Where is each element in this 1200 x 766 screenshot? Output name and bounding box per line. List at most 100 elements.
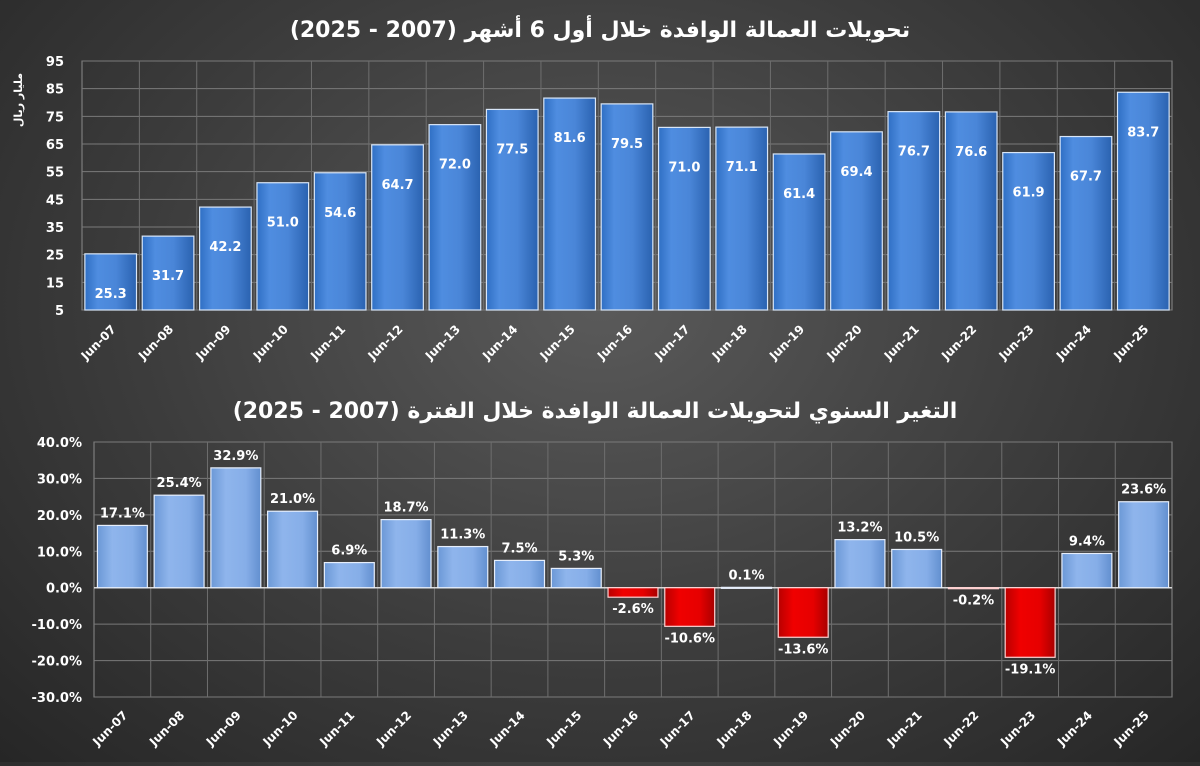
chart2-bar: [607, 587, 659, 598]
chart1-data-label: 25.3: [95, 287, 127, 302]
chart1-xtick-label: Jun-09: [192, 322, 233, 363]
chart2-xtick-label: Jun-22: [940, 708, 981, 749]
chart2-bar: [96, 524, 148, 589]
chart2-xtick-label: Jun-11: [316, 708, 357, 749]
chart1-data-label: 67.7: [1070, 170, 1102, 185]
chart2-data-label: 13.2%: [837, 521, 882, 536]
chart2-bar: [380, 518, 432, 589]
chart1-bar: [887, 111, 941, 311]
chart2-xtick-label: Jun-07: [89, 708, 130, 749]
chart1-xtick-label: Jun-20: [823, 322, 864, 363]
chart1-bar: [84, 253, 138, 311]
chart1-ytick-label: 35: [46, 221, 64, 236]
chart2-data-label: 18.7%: [383, 501, 428, 516]
chart1-bar: [313, 172, 367, 311]
chart2-bar: [1061, 552, 1113, 589]
chart2-data-label: -2.6%: [612, 602, 653, 617]
chart1-data-label: 77.5: [496, 142, 528, 157]
chart2-title: التغير السنوي لتحويلات العمالة الوافدة خ…: [233, 399, 958, 424]
chart1-xtick-label: Jun-07: [78, 322, 119, 363]
chart1-data-label: 69.4: [840, 165, 872, 180]
chart1-xtick-label: Jun-22: [938, 322, 979, 363]
chart2-xtick-label: Jun-15: [543, 708, 584, 749]
chart1-bar: [600, 103, 654, 311]
chart2-bar: [891, 548, 943, 589]
chart1-ytick-label: 85: [46, 83, 64, 98]
chart1-xtick-label: Jun-08: [135, 322, 176, 363]
chart2-data-label: 32.9%: [213, 449, 258, 464]
chart1-ytick-label: 75: [46, 110, 64, 125]
chart2-bar: [834, 539, 886, 589]
chart1-data-label: 31.7: [152, 269, 184, 284]
chart1-xtick-label: Jun-14: [479, 322, 520, 363]
chart1-bar: [256, 182, 310, 311]
chart2-ytick-label: -30.0%: [32, 691, 83, 706]
chart1-data-label: 76.7: [898, 145, 930, 160]
chart1-data-label: 72.0: [439, 158, 471, 173]
chart1-ytick-label: 15: [46, 276, 64, 291]
chart2-xtick-label: Jun-24: [1054, 708, 1095, 749]
chart2-data-label: 5.3%: [558, 549, 594, 564]
chart1-bar: [371, 144, 424, 311]
chart2-xtick-label: Jun-18: [713, 708, 754, 749]
chart1-bar: [1116, 91, 1170, 311]
chart2-xtick-label: Jun-10: [260, 708, 301, 749]
chart1-data-label: 54.6: [324, 206, 356, 221]
chart2-data-label: 17.1%: [100, 506, 145, 521]
chart1-data-label: 81.6: [554, 131, 586, 146]
chart1-xtick-label: Jun-17: [651, 322, 692, 363]
chart1-xtick-label: Jun-21: [881, 322, 922, 363]
chart1-data-label: 71.0: [668, 160, 700, 175]
chart1-xtick-label: Jun-16: [594, 322, 635, 363]
chart2-bar: [1118, 501, 1170, 589]
chart2-data-label: 23.6%: [1121, 483, 1166, 498]
chart1-ytick-label: 45: [46, 193, 64, 208]
chart2-xtick-label: Jun-25: [1111, 708, 1152, 749]
chart1-bar: [944, 111, 998, 311]
chart2-xtick-label: Jun-13: [430, 708, 471, 749]
chart1-plot: 5 15 25 35 45 55 65 75 85 95 25.3 Jun-07 31.7 Jun-08 4…: [46, 55, 1173, 363]
chart1-bar: [830, 131, 883, 311]
chart1-bar: [485, 108, 539, 311]
chart2-bar: [550, 567, 602, 589]
chart1-xtick-label: Jun-19: [766, 322, 807, 363]
chart1-bar: [141, 235, 195, 311]
chart1-bar: [1059, 135, 1113, 311]
chart2-data-label: 0.1%: [728, 568, 764, 583]
chart2-xtick-label: Jun-20: [827, 708, 868, 749]
chart2-data-label: 10.5%: [894, 530, 939, 545]
chart2-xtick-label: Jun-08: [146, 708, 187, 749]
chart1-data-label: 61.4: [783, 187, 815, 202]
chart1-bar: [772, 153, 826, 311]
chart2-xtick-label: Jun-14: [486, 708, 527, 749]
chart1-data-label: 61.9: [1013, 186, 1045, 201]
chart1-data-label: 42.2: [209, 240, 241, 255]
chart2-bar: [777, 587, 829, 638]
chart1-data-label: 64.7: [381, 178, 413, 193]
chart1-xtick-label: Jun-15: [537, 322, 578, 363]
chart1-bar: [657, 126, 711, 311]
chart2-xtick-label: Jun-19: [770, 708, 811, 749]
chart1-bar: [543, 97, 597, 311]
chart2-data-label: 21.0%: [270, 492, 315, 507]
chart1-data-label: 83.7: [1127, 125, 1159, 140]
chart1-ytick-label: 5: [55, 304, 64, 319]
chart2-bar: [153, 494, 205, 589]
chart1-ytick-label: 25: [46, 249, 64, 264]
chart1-ytick-label: 65: [46, 138, 64, 153]
chart2-data-label: -10.6%: [664, 631, 715, 646]
chart2-ytick-label: 20.0%: [37, 509, 82, 524]
chart2-ytick-label: 0.0%: [46, 582, 82, 597]
chart1-data-label: 79.5: [611, 137, 643, 152]
chart2-xtick-label: Jun-23: [997, 708, 1038, 749]
chart1-xtick-label: Jun-13: [422, 322, 463, 363]
chart2-ytick-label: 10.0%: [37, 545, 82, 560]
chart1-data-label: 76.6: [955, 145, 987, 160]
chart1-xtick-label: Jun-11: [307, 322, 348, 363]
chart2-xtick-label: Jun-17: [657, 708, 698, 749]
chart2-ytick-label: -10.0%: [32, 618, 83, 633]
chart2-data-label: -0.2%: [953, 594, 994, 609]
chart2-xtick-label: Jun-16: [600, 708, 641, 749]
chart1-ylabel: مليار ريال: [12, 73, 25, 127]
